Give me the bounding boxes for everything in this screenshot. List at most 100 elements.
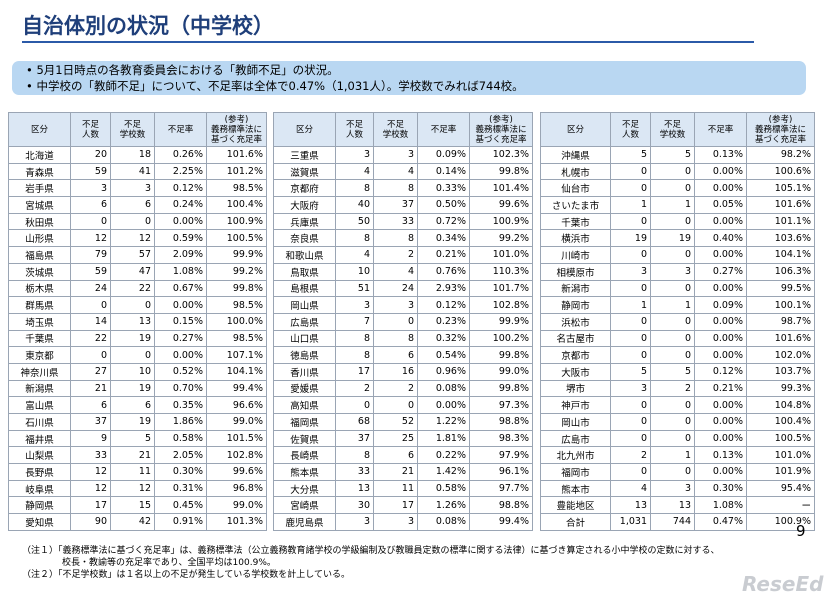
- cell: 宮崎県: [273, 496, 336, 515]
- cell: 104.8%: [746, 396, 815, 414]
- cell: 99.6%: [206, 463, 267, 481]
- cell: 5: [110, 429, 155, 448]
- table-row: 千葉市 0 0 0.00% 101.1%: [540, 212, 815, 231]
- cell: 12: [110, 229, 155, 248]
- cell: 山口県: [273, 329, 336, 348]
- cell: 0: [650, 246, 695, 264]
- table-row: 相模原市 3 3 0.27% 106.3%: [540, 262, 815, 281]
- cell: 1.81%: [417, 429, 470, 448]
- cell: 0: [650, 429, 695, 448]
- cell: 3: [610, 379, 651, 398]
- cell: 0.33%: [417, 179, 470, 198]
- summary-box: 5月1日時点の各教育委員会における「教師不足」の状況。 中学校の「教師不足」につ…: [12, 61, 806, 95]
- cell: 22: [70, 329, 111, 348]
- table-row: 高知県 0 0 0.00% 97.3%: [273, 396, 533, 414]
- cell: 0.31%: [154, 479, 207, 498]
- cell: 沖縄県: [540, 146, 611, 164]
- cell: 福井県: [8, 429, 71, 448]
- cell: 33: [335, 463, 374, 481]
- cell: 千葉市: [540, 212, 611, 231]
- cell: 0.00%: [694, 212, 747, 231]
- cell: 12: [110, 479, 155, 498]
- cell: 37: [373, 196, 418, 214]
- table-row: 青森県 59 41 2.25% 101.2%: [8, 162, 267, 181]
- cell: 5: [610, 362, 651, 381]
- cell: 0.00%: [694, 329, 747, 348]
- bullet: 5月1日時点の各教育委員会における「教師不足」の状況。: [26, 62, 806, 78]
- cell: 徳島県: [273, 346, 336, 364]
- cell: 1,031: [610, 513, 651, 531]
- cell: 京都市: [540, 346, 611, 364]
- table-row: 新潟市 0 0 0.00% 99.5%: [540, 279, 815, 298]
- cell: 102.3%: [469, 146, 533, 164]
- cell: 8: [335, 179, 374, 198]
- cell: 3: [335, 296, 374, 314]
- cell: 佐賀県: [273, 429, 336, 448]
- table-row: 大阪市 5 5 0.12% 103.7%: [540, 362, 815, 381]
- cell: 0: [650, 346, 695, 364]
- cell: 3: [373, 146, 418, 164]
- cell: 99.4%: [206, 379, 267, 398]
- cell: 103.6%: [746, 229, 815, 248]
- header-cell: 不足 学校数: [650, 112, 695, 147]
- cell: 3: [335, 513, 374, 531]
- cell: 長崎県: [273, 446, 336, 465]
- table-row: 豊能地区 13 13 1.08% ー: [540, 496, 815, 515]
- cell: 103.7%: [746, 362, 815, 381]
- cell: 6: [70, 196, 111, 214]
- table-row: 福岡市 0 0 0.00% 101.9%: [540, 463, 815, 481]
- table-row: 札幌市 0 0 0.00% 100.6%: [540, 162, 815, 181]
- cell: 20: [70, 146, 111, 164]
- cell: 0: [610, 413, 651, 431]
- table-row: 兵庫県 50 33 0.72% 100.9%: [273, 212, 533, 231]
- cell: 100.1%: [746, 296, 815, 314]
- cell: 大分県: [273, 479, 336, 498]
- cell: 6: [110, 196, 155, 214]
- page-number: 9: [796, 522, 806, 540]
- cell: 1: [650, 446, 695, 465]
- cell: 8: [373, 229, 418, 248]
- table-row: 合計 1,031 744 0.47% 100.9%: [540, 513, 815, 531]
- header-cell: 不足 人数: [335, 112, 374, 147]
- cell: 99.8%: [206, 279, 267, 298]
- cell: 和歌山県: [273, 246, 336, 264]
- cell: 12: [70, 463, 111, 481]
- cell: 0: [610, 179, 651, 198]
- bullet: 中学校の「教師不足」について、不足率は全体で0.47%（1,031人）。学校数で…: [26, 78, 806, 94]
- cell: 57: [110, 246, 155, 264]
- cell: 100.2%: [469, 329, 533, 348]
- table-row: 堺市 3 2 0.21% 99.3%: [540, 379, 815, 398]
- table-row: 長崎県 8 6 0.22% 97.9%: [273, 446, 533, 465]
- cell: 0: [610, 246, 651, 264]
- cell: 0: [610, 346, 651, 364]
- cell: 福岡市: [540, 463, 611, 481]
- cell: 0.12%: [417, 296, 470, 314]
- cell: 96.8%: [206, 479, 267, 498]
- cell: 0.12%: [694, 362, 747, 381]
- header-cell: (参考) 義務標準法に 基づく充足率: [469, 112, 533, 147]
- cell: 0.00%: [694, 179, 747, 198]
- cell: 0: [650, 212, 695, 231]
- cell: 68: [335, 413, 374, 431]
- cell: 15: [110, 496, 155, 515]
- cell: 青森県: [8, 162, 71, 181]
- table-row: 静岡県 17 15 0.45% 99.0%: [8, 496, 267, 515]
- cell: ー: [746, 496, 815, 515]
- cell: 0.05%: [694, 196, 747, 214]
- cell: 11: [373, 479, 418, 498]
- cell: 2.05%: [154, 446, 207, 465]
- cell: 0.30%: [694, 479, 747, 498]
- cell: 京都府: [273, 179, 336, 198]
- cell: 0: [610, 312, 651, 331]
- header-row: 区分 不足 人数 不足 学校数 不足率 (参考) 義務標準法に 基づく充足率: [540, 112, 815, 147]
- cell: 96.6%: [206, 396, 267, 414]
- cell: 0.45%: [154, 496, 207, 515]
- table-row: 栃木県 24 22 0.67% 99.8%: [8, 279, 267, 298]
- cell: 25: [373, 429, 418, 448]
- cell: 0: [373, 312, 418, 331]
- header-cell: 区分: [8, 112, 71, 147]
- cell: 鳥取県: [273, 262, 336, 281]
- cell: 川崎市: [540, 246, 611, 264]
- cell: 14: [70, 312, 111, 331]
- cell: 栃木県: [8, 279, 71, 298]
